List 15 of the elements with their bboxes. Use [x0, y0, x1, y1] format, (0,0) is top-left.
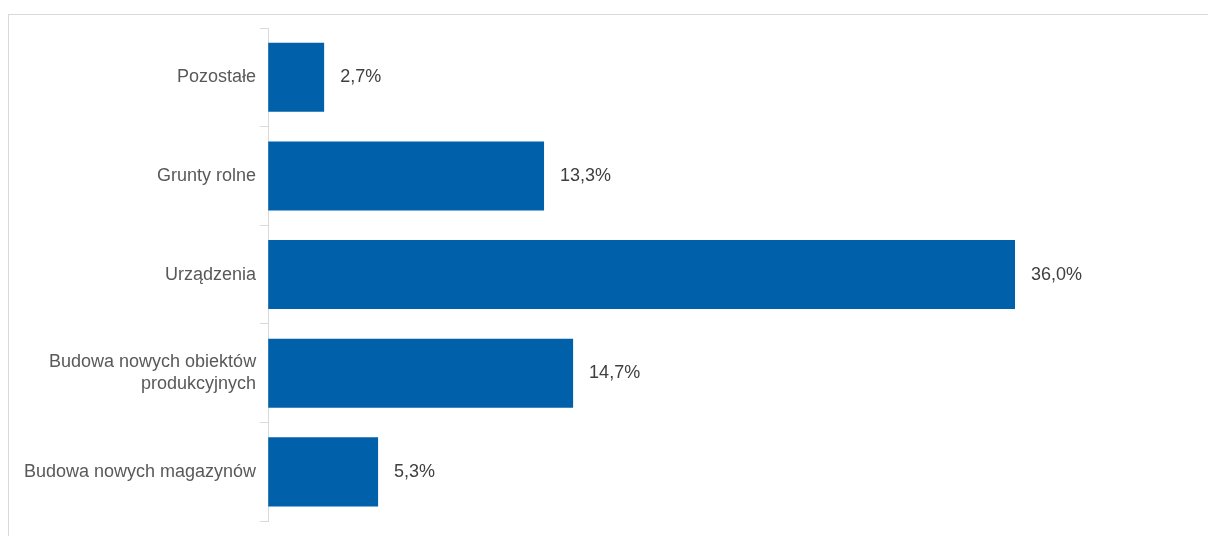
- bar: [268, 42, 325, 112]
- y-tick-label: Budowa nowych magazynów: [23, 460, 258, 481]
- bar: [268, 437, 379, 507]
- bar: [268, 338, 574, 408]
- y-tick-label: Pozostałe: [177, 66, 257, 87]
- y-tick-label: Urządzenia: [165, 263, 258, 284]
- bar: [268, 240, 1016, 310]
- data-label: 36,0%: [1031, 263, 1083, 284]
- bar: [268, 141, 545, 211]
- data-label: 5,3%: [394, 460, 436, 481]
- y-tick-label: Budowa nowych obiektów produkcyjnych: [49, 351, 258, 394]
- data-label: 13,3%: [560, 164, 612, 185]
- data-label: 14,7%: [589, 362, 641, 383]
- y-tick-label: Grunty rolne: [157, 164, 257, 185]
- data-label: 2,7%: [340, 66, 382, 87]
